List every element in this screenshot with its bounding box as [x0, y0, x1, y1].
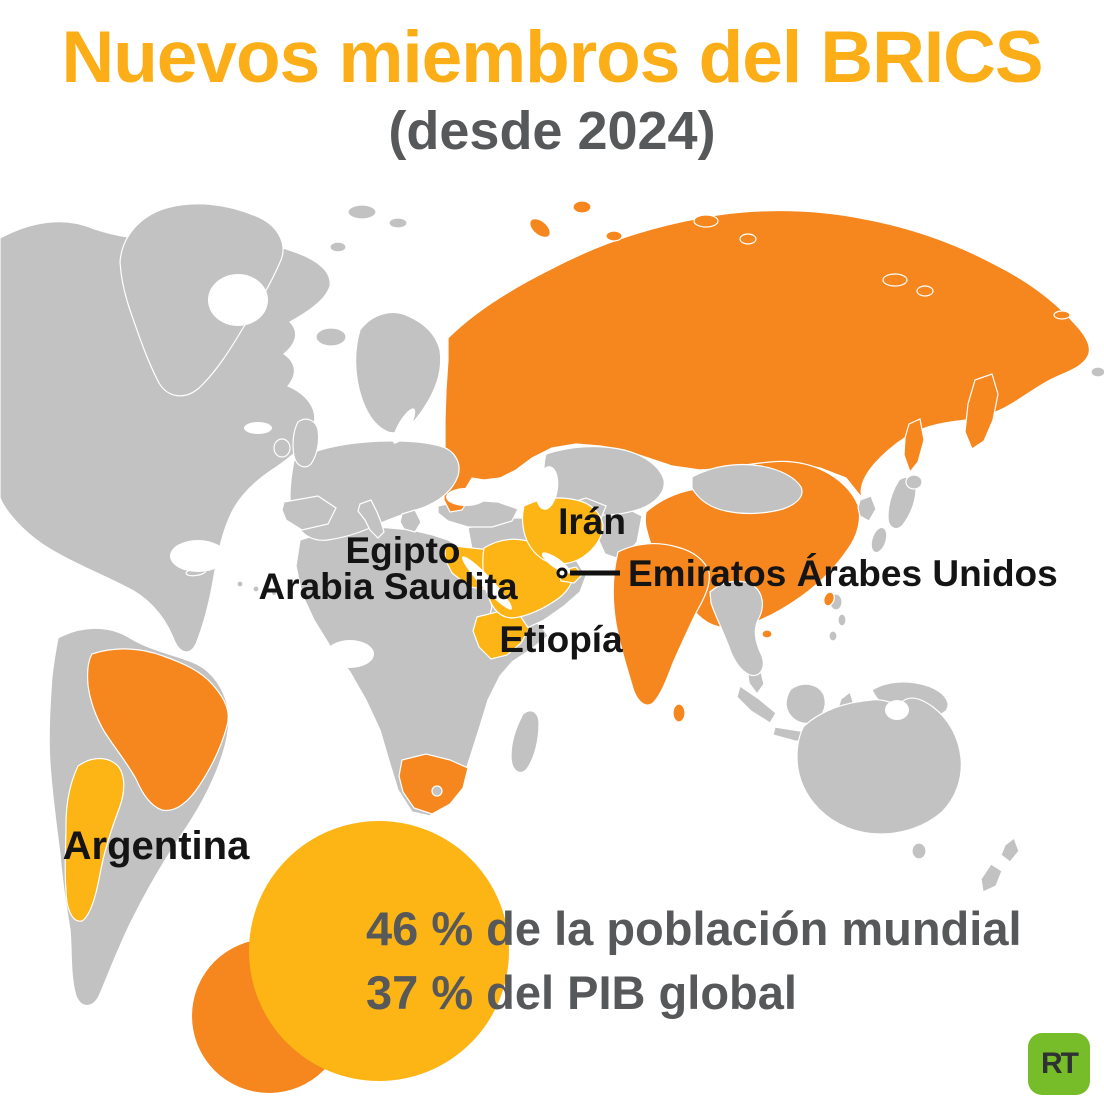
gulf-of-carpentaria — [885, 700, 909, 720]
country-australia — [796, 697, 962, 835]
label-egypt: Egipto — [345, 530, 461, 571]
country-india — [612, 542, 710, 706]
country-iran — [521, 497, 604, 565]
red-sea — [462, 556, 512, 610]
arctic-island — [329, 241, 347, 253]
kamchatka — [964, 373, 999, 450]
scandinavia — [355, 311, 442, 434]
rt-logo: RT — [1028, 1033, 1090, 1095]
caspian-sea — [535, 466, 559, 510]
new-zealand — [1000, 837, 1020, 863]
arctic-island-ru — [693, 214, 719, 228]
arctic-island-ru — [605, 230, 623, 242]
korea — [857, 495, 877, 522]
uae-pointer — [556, 567, 620, 579]
gulf-of-mexico — [170, 540, 226, 572]
caribbean-island — [252, 585, 260, 593]
hokkaido — [905, 474, 923, 490]
lesotho — [431, 785, 443, 797]
arctic-island-ru — [572, 200, 592, 214]
taiwan — [823, 591, 835, 607]
new-zealand — [980, 863, 1003, 893]
caribbean-island — [270, 589, 278, 597]
united-kingdom — [292, 418, 320, 468]
country-brazil — [87, 648, 229, 812]
country-south-africa — [398, 753, 469, 815]
baltic-sea — [392, 408, 416, 444]
ireland — [273, 438, 291, 458]
tasmania — [911, 842, 927, 860]
uae-pointer-dot — [556, 567, 568, 579]
mongolia — [691, 463, 803, 515]
population-bubble — [249, 821, 509, 1081]
arctic-island-ru — [739, 233, 757, 245]
page-title: Nuevos miembros del BRICS — [61, 17, 1043, 98]
arctic-island-ru — [882, 273, 908, 287]
bering-island — [1090, 366, 1104, 378]
great-lakes — [244, 422, 272, 434]
stat-gdp: 37 % del PIB global — [366, 966, 797, 1019]
sri-lanka — [672, 703, 686, 723]
hudson-bay — [208, 274, 268, 326]
indochina — [709, 580, 764, 677]
arctic-island-ru — [916, 285, 934, 297]
iberia — [281, 495, 337, 531]
madagascar — [510, 710, 540, 773]
arctic-island-ru — [529, 218, 551, 238]
label-saudi-arabia: Arabia Saudita — [258, 566, 518, 607]
stats-block: 46 % de la población mundial 37 % del PI… — [366, 897, 1066, 1025]
italy — [357, 499, 385, 539]
arctic-island — [388, 217, 408, 229]
country-argentina — [64, 757, 125, 922]
country-greenland — [119, 203, 284, 397]
country-japan — [870, 526, 888, 554]
rt-logo-text: RT — [1041, 1047, 1079, 1080]
stat-population: 46 % de la población mundial — [366, 902, 1022, 955]
gulf-of-guinea — [326, 640, 374, 668]
black-sea — [446, 488, 486, 506]
philippines — [828, 630, 838, 642]
label-ethiopia: Etiopía — [499, 619, 623, 660]
caribbean-island — [236, 580, 244, 588]
label-uae: Emiratos Árabes Unidos — [628, 553, 1058, 594]
country-iceland — [315, 327, 347, 347]
arctic-island-ru — [1053, 310, 1071, 320]
sakhalin — [903, 418, 925, 474]
page-subtitle: (desde 2024) — [388, 101, 716, 161]
sumatra — [736, 685, 777, 724]
hainan — [761, 629, 773, 639]
arctic-island — [347, 204, 377, 220]
label-iran: Irán — [558, 501, 626, 542]
label-argentina: Argentina — [62, 824, 250, 868]
philippines — [837, 613, 847, 627]
greece — [399, 509, 422, 533]
seas — [170, 274, 909, 720]
